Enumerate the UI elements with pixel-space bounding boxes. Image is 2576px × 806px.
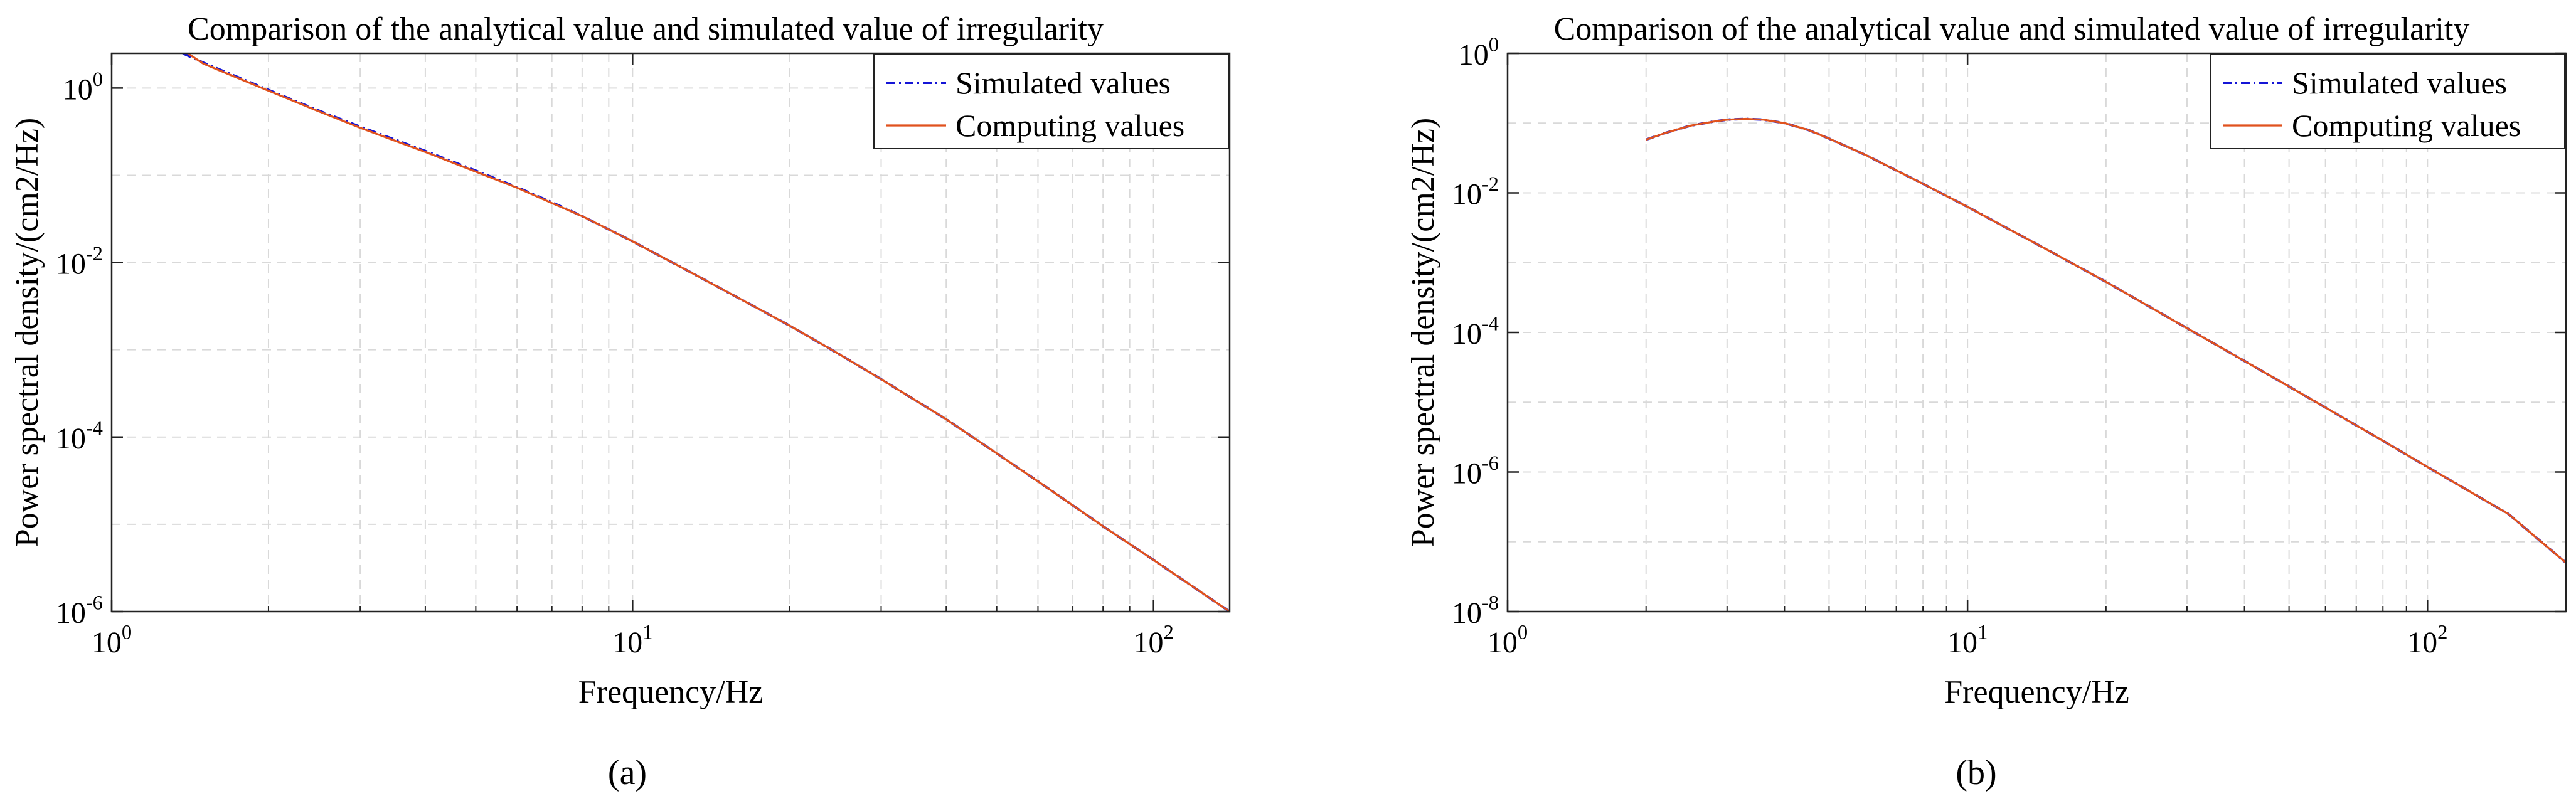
legend: Simulated values Computing values bbox=[873, 54, 1229, 149]
x-axis-label: Frequency/Hz bbox=[578, 674, 764, 710]
legend: Simulated values Computing values bbox=[2210, 54, 2565, 149]
chart-title: Comparison of the analytical value and s… bbox=[188, 11, 1104, 47]
x-axis-label: Frequency/Hz bbox=[1944, 674, 2129, 710]
chart-panel-1: 100 101 102 10-6 10-4 10-2 100 Comparison of th… bbox=[9, 11, 1231, 792]
y-axis-label: Power spectral density/(cm2/Hz) bbox=[9, 118, 45, 547]
panel-label: (a) bbox=[608, 753, 647, 792]
series-group bbox=[1646, 117, 2566, 564]
x-tick-label: 102 bbox=[1134, 621, 1174, 659]
x-tick-label: 100 bbox=[1488, 621, 1528, 659]
x-tick-label: 101 bbox=[612, 621, 652, 659]
x-tick-label: 102 bbox=[2407, 621, 2447, 659]
y-axis-label: Power spectral density/(cm2/Hz) bbox=[1405, 118, 1441, 547]
x-tick-label: 101 bbox=[1947, 621, 1988, 659]
chart-title: Comparison of the analytical value and s… bbox=[1554, 11, 2470, 47]
series-group bbox=[182, 53, 1230, 612]
legend-simulated-label: Simulated values bbox=[2292, 65, 2507, 100]
y-tick-label: 10-2 bbox=[56, 243, 103, 281]
y-tick-label: 10-6 bbox=[1452, 452, 1499, 490]
y-tick-label: 10-2 bbox=[1452, 173, 1499, 211]
panel-label: (b) bbox=[1956, 753, 1996, 792]
series-computing-line bbox=[1646, 117, 2566, 564]
x-tick-label: 100 bbox=[92, 621, 132, 659]
legend-box bbox=[2210, 54, 2565, 149]
y-tick-label: 10-6 bbox=[56, 591, 103, 630]
legend-computing-label: Computing values bbox=[955, 108, 1184, 143]
legend-box bbox=[873, 54, 1229, 149]
y-tick-label: 100 bbox=[63, 68, 103, 107]
legend-simulated-label: Simulated values bbox=[955, 65, 1171, 100]
y-tick-label: 100 bbox=[1459, 33, 1499, 72]
chart-panel-2: 100 101 102 10-8 10-6 10-4 10-2 100 Comparison o… bbox=[1405, 11, 2567, 792]
axes-frame bbox=[110, 52, 1231, 613]
y-tick-label: 10-8 bbox=[1452, 591, 1499, 630]
y-tick-label: 10-4 bbox=[1452, 312, 1499, 351]
legend-computing-label: Computing values bbox=[2292, 108, 2521, 143]
y-tick-label: 10-4 bbox=[56, 417, 103, 455]
series-computing-line bbox=[187, 53, 1230, 612]
